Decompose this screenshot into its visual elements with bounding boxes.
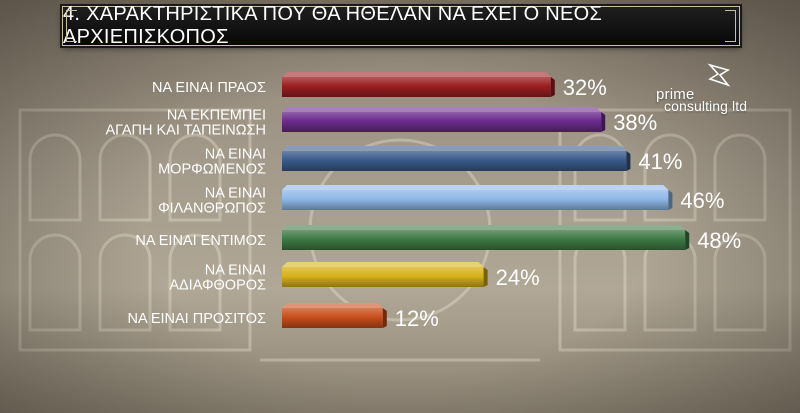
bar-end-cap	[382, 308, 387, 328]
bar-top-face	[282, 146, 627, 151]
bar-end-cap	[601, 112, 606, 132]
prime-consulting-logo: prime consulting ltd	[656, 62, 786, 116]
category-label-7: ΝΑ ΕΙΝΑΙ ΠΡΟΣΙΤΟΣ	[127, 311, 266, 327]
value-label-5: 48%	[697, 228, 741, 253]
bar-front-face	[282, 308, 383, 328]
bar-top-face	[282, 303, 383, 308]
bar-5	[282, 225, 690, 250]
bar-top-face	[282, 72, 551, 77]
chart-title: 4. ΧΑΡΑΚΤΗΡΙΣΤΙΚΑ ΠΟΥ ΘΑ ΗΘΕΛΑΝ ΝΑ ΕΧΕΙ …	[63, 3, 603, 48]
bar-end-cap	[626, 151, 631, 171]
bar-2	[282, 107, 606, 132]
category-label-6: ΝΑ ΕΙΝΑΙ ΑΔΙΑΦΘΟΡΟΣ	[169, 263, 266, 294]
bar-6	[282, 262, 488, 287]
bar-top-face	[282, 262, 484, 267]
category-label-1: ΝΑ ΕΙΝΑΙ ΠΡΑΟΣ	[152, 80, 266, 96]
bar-end-cap	[685, 230, 690, 250]
bar-3	[282, 146, 631, 171]
logo-text-consulting: consulting ltd	[664, 98, 748, 114]
category-label-3: ΝΑ ΕΙΝΑΙ ΜΟΡΦΩΜΕΝΟΣ	[158, 147, 266, 178]
value-label-1: 32%	[563, 75, 607, 100]
bar-top-face	[282, 107, 602, 112]
title-banner: 4. ΧΑΡΑΚΤΗΡΙΣΤΙΚΑ ΠΟΥ ΘΑ ΗΘΕΛΑΝ ΝΑ ΕΧΕΙ …	[62, 3, 740, 48]
bar-end-cap	[668, 190, 673, 210]
bar-top-face	[282, 225, 686, 230]
logo-mark-icon	[707, 63, 731, 87]
bar-4	[282, 185, 673, 210]
value-label-3: 41%	[638, 149, 682, 174]
bar-end-cap	[550, 77, 555, 97]
bar-7	[282, 303, 387, 328]
bar-front-face	[282, 267, 484, 287]
bar-front-face	[282, 112, 602, 132]
logo-text-prime: prime	[656, 86, 695, 103]
bar-front-face	[282, 190, 669, 210]
bar-front-face	[282, 77, 551, 97]
category-label-5: ΝΑ ΕΙΝΑΙ ΕΝΤΙΜΟΣ	[135, 233, 266, 249]
category-label-2: ΝΑ ΕΚΠΕΜΠΕΙ ΑΓΑΠΗ ΚΑΙ ΤΑΠΕΙΝΩΣΗ	[106, 108, 266, 139]
value-label-2: 38%	[613, 110, 657, 135]
bar-top-face	[282, 185, 669, 190]
bar-1	[282, 72, 555, 97]
bar-end-cap	[483, 267, 488, 287]
bar-front-face	[282, 230, 686, 250]
bar-front-face	[282, 151, 627, 171]
value-label-4: 46%	[680, 188, 724, 213]
category-label-4: ΝΑ ΕΙΝΑΙ ΦΙΛΑΝΘΡΩΠΟΣ	[158, 186, 266, 217]
value-label-7: 12%	[395, 306, 439, 331]
value-label-6: 24%	[496, 265, 540, 290]
